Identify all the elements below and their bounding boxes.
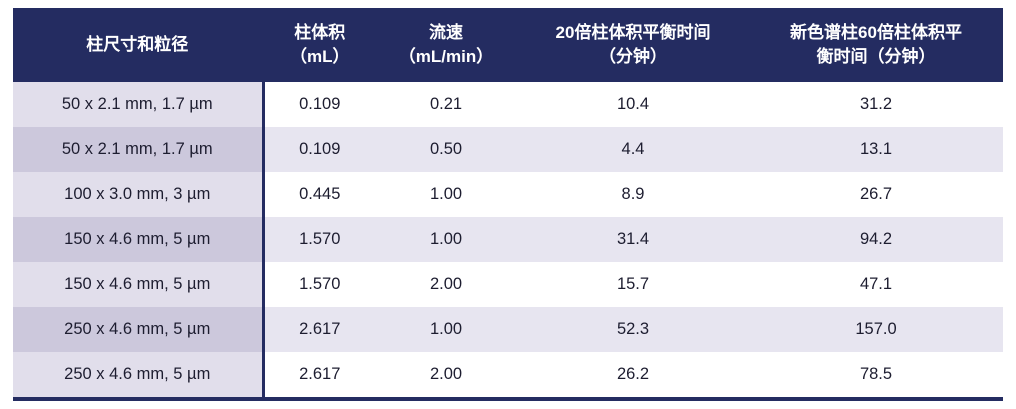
cell-column-volume: 0.445	[299, 185, 341, 203]
cell-eq-time-20x: 26.2	[616, 365, 650, 383]
cell-eq-time-60x: 31.2	[859, 95, 893, 113]
header-row: 柱尺寸和粒径 柱体积 （mL） 流速 （mL/min） 20倍柱体积平衡时间 （…	[13, 8, 1003, 82]
cell-flow-rate: 0.50	[429, 140, 463, 158]
table-row: 250 x 4.6 mm, 5 µm 2.617 2.00 26.2 78.5	[13, 352, 1003, 399]
cell-eq-time-60x: 157.0	[855, 320, 897, 338]
cell-eq-time-20x: 8.9	[621, 185, 645, 203]
cell-flow-rate: 1.00	[429, 185, 463, 203]
cell-flow-rate: 2.00	[429, 275, 463, 293]
cell-column-size: 50 x 2.1 mm, 1.7 µm	[13, 82, 265, 127]
cell-column-size: 150 x 4.6 mm, 5 µm	[13, 262, 265, 307]
cell-eq-time-20x: 15.7	[616, 275, 650, 293]
cell-eq-time-20x: 52.3	[616, 320, 650, 338]
cell-eq-time-20x: 4.4	[621, 140, 645, 158]
cell-column-volume: 0.109	[299, 95, 341, 113]
table-row: 150 x 4.6 mm, 5 µm 1.570 1.00 31.4 94.2	[13, 217, 1003, 262]
cell-eq-time-60x: 13.1	[859, 140, 893, 158]
header-eq-time-20x: 20倍柱体积平衡时间 （分钟）	[517, 8, 749, 82]
cell-column-volume: 1.570	[299, 275, 341, 293]
table-row: 250 x 4.6 mm, 5 µm 2.617 1.00 52.3 157.0	[13, 307, 1003, 352]
cell-eq-time-60x: 78.5	[859, 365, 893, 383]
cell-column-size: 150 x 4.6 mm, 5 µm	[13, 217, 265, 262]
cell-column-volume: 1.570	[299, 230, 341, 248]
cell-column-size: 100 x 3.0 mm, 3 µm	[13, 172, 265, 217]
cell-flow-rate: 1.00	[429, 320, 463, 338]
table-row: 50 x 2.1 mm, 1.7 µm 0.109 0.21 10.4 31.2	[13, 82, 1003, 127]
cell-eq-time-60x: 94.2	[859, 230, 893, 248]
cell-eq-time-60x: 26.7	[859, 185, 893, 203]
cell-column-volume: 2.617	[299, 365, 341, 383]
cell-flow-rate: 2.00	[429, 365, 463, 383]
column-equilibration-table: 柱尺寸和粒径 柱体积 （mL） 流速 （mL/min） 20倍柱体积平衡时间 （…	[13, 8, 1003, 401]
cell-column-volume: 0.109	[299, 140, 341, 158]
cell-flow-rate: 0.21	[429, 95, 463, 113]
cell-flow-rate: 1.00	[429, 230, 463, 248]
cell-column-size: 50 x 2.1 mm, 1.7 µm	[13, 127, 265, 172]
cell-eq-time-20x: 10.4	[616, 95, 650, 113]
cell-eq-time-60x: 47.1	[859, 275, 893, 293]
header-flow-rate: 流速 （mL/min）	[375, 8, 517, 82]
header-eq-time-60x: 新色谱柱60倍柱体积平 衡时间（分钟）	[749, 8, 1003, 82]
cell-column-size: 250 x 4.6 mm, 5 µm	[13, 352, 265, 399]
cell-eq-time-20x: 31.4	[616, 230, 650, 248]
cell-column-size: 250 x 4.6 mm, 5 µm	[13, 307, 265, 352]
cell-column-volume: 2.617	[299, 320, 341, 338]
table-row: 150 x 4.6 mm, 5 µm 1.570 2.00 15.7 47.1	[13, 262, 1003, 307]
header-column-volume: 柱体积 （mL）	[263, 8, 375, 82]
header-column-size: 柱尺寸和粒径	[13, 8, 265, 82]
table-row: 100 x 3.0 mm, 3 µm 0.445 1.00 8.9 26.7	[13, 172, 1003, 217]
table-row: 50 x 2.1 mm, 1.7 µm 0.109 0.50 4.4 13.1	[13, 127, 1003, 172]
